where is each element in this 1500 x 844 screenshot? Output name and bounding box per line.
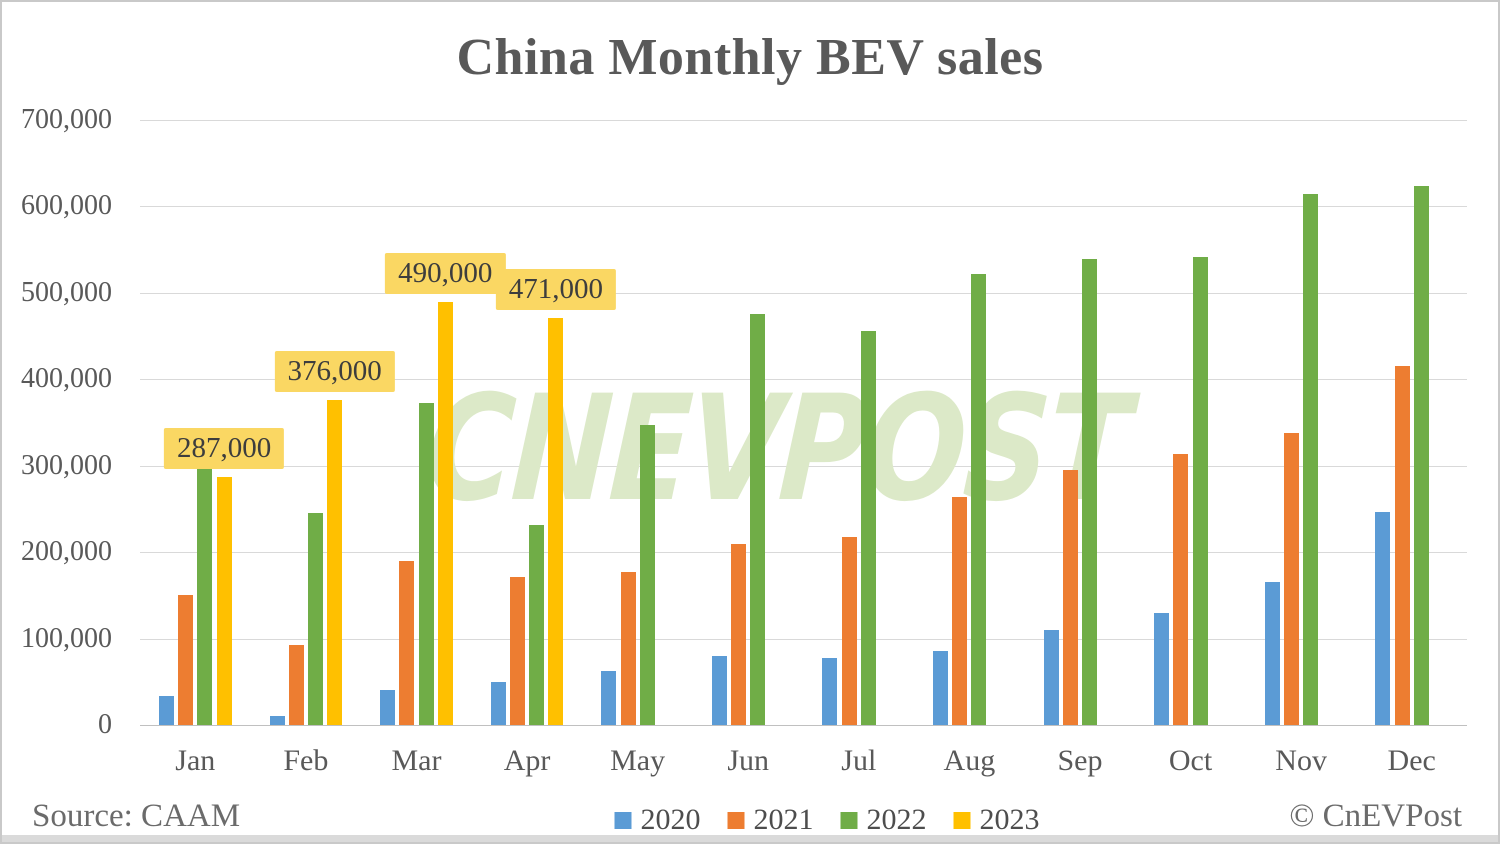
bar-2021-Sep <box>1062 470 1078 725</box>
bottom-strip <box>2 835 1498 842</box>
cnevpost-watermark: CNEVPOST <box>422 364 1132 534</box>
bar-2022-Jan <box>197 465 213 725</box>
bar-2021-Aug <box>952 496 968 725</box>
gridline <box>140 638 1467 640</box>
bar-2020-Jan <box>158 696 174 725</box>
x-axis-month-label: Jul <box>841 744 877 777</box>
bar-2020-May <box>601 671 617 725</box>
bar-2022-Nov <box>1303 194 1319 725</box>
y-axis-tick-label: 500,000 <box>21 276 112 308</box>
y-axis-tick-label: 400,000 <box>21 363 112 395</box>
gridline <box>140 379 1467 381</box>
bar-2023-Feb <box>327 400 343 725</box>
y-axis-tick-label: 0 <box>98 709 112 740</box>
gridline <box>140 465 1467 467</box>
y-axis-tick-label: 200,000 <box>21 536 112 568</box>
bar-2023-Mar <box>437 301 453 725</box>
bar-2020-Nov <box>1264 582 1280 725</box>
bar-2020-Apr <box>490 681 506 725</box>
bar-2023-Apr <box>548 317 564 725</box>
x-axis-month-label: Feb <box>283 744 329 777</box>
bar-2021-Nov <box>1284 432 1300 725</box>
bar-2020-Jun <box>711 655 727 725</box>
x-axis-month-label: Aug <box>943 744 996 777</box>
gridline <box>140 552 1467 554</box>
legend-label-2023: 2023 <box>979 803 1040 836</box>
gridline <box>140 725 1467 726</box>
bar-2022-Jun <box>750 314 766 725</box>
legend-swatch-2021 <box>727 811 745 829</box>
legend-swatch-2023 <box>953 811 971 829</box>
legend-item-2022: 2022 <box>840 803 927 837</box>
bar-2020-Mar <box>380 690 396 725</box>
y-axis-tick-label: 300,000 <box>21 449 112 481</box>
x-axis-month-label: Mar <box>391 744 442 777</box>
bar-2021-Jun <box>731 543 747 725</box>
data-label-Apr: 471,000 <box>495 268 616 310</box>
bar-2023-Jan <box>216 476 232 725</box>
bar-2022-Sep <box>1082 259 1098 725</box>
x-axis-month-label: Jun <box>727 744 770 777</box>
legend-item-2021: 2021 <box>727 803 814 837</box>
data-label-Feb: 376,000 <box>274 351 395 393</box>
bar-2020-Dec <box>1375 511 1391 725</box>
legend-label-2022: 2022 <box>866 803 927 836</box>
x-axis-month-label: May <box>610 744 666 777</box>
bar-2022-Aug <box>971 273 987 725</box>
data-label-Jan: 287,000 <box>163 427 285 469</box>
bar-2022-Dec <box>1413 185 1429 725</box>
bar-2020-Sep <box>1043 629 1059 725</box>
bar-2022-Mar <box>418 402 434 725</box>
copyright-caption: © CnEVPost <box>1289 798 1462 834</box>
bar-2021-May <box>620 572 636 725</box>
legend-label-2020: 2020 <box>640 803 701 836</box>
gridline <box>140 206 1467 208</box>
legend-label-2021: 2021 <box>753 803 814 836</box>
legend-item-2020: 2020 <box>614 803 701 837</box>
bar-2021-Jan <box>178 595 194 725</box>
y-axis-tick-label: 600,000 <box>21 190 112 222</box>
chart-title: China Monthly BEV sales <box>456 29 1044 86</box>
legend-swatch-2020 <box>614 811 632 829</box>
bar-2020-Aug <box>933 650 949 725</box>
bar-2022-Jul <box>860 330 876 725</box>
gridline <box>140 120 1467 121</box>
bar-2020-Oct <box>1154 612 1170 725</box>
x-axis-month-label: Nov <box>1275 744 1327 777</box>
x-axis-month-label: Oct <box>1168 744 1213 777</box>
x-axis-month-label: Jan <box>175 744 216 777</box>
bar-2021-Apr <box>509 577 525 725</box>
bar-2022-May <box>639 425 655 725</box>
x-axis-month-label: Dec <box>1387 744 1436 777</box>
bar-2021-Dec <box>1394 366 1410 725</box>
x-axis-month-label: Sep <box>1057 744 1103 777</box>
legend-item-2023: 2023 <box>953 803 1040 837</box>
bar-2020-Jul <box>822 658 838 725</box>
y-axis-tick-label: 700,000 <box>21 104 112 135</box>
bar-2021-Jul <box>841 536 857 725</box>
y-axis-tick-label: 100,000 <box>21 622 112 654</box>
x-axis-month-label: Apr <box>503 744 551 777</box>
bar-2020-Feb <box>269 716 285 725</box>
bar-2022-Oct <box>1192 257 1208 725</box>
bar-2021-Feb <box>288 645 304 725</box>
bar-2021-Mar <box>399 560 415 725</box>
legend-swatch-2022 <box>840 811 858 829</box>
bar-2022-Apr <box>529 525 545 725</box>
gridline <box>140 292 1467 294</box>
legend: 2020 2021 2022 2023 <box>614 803 1040 837</box>
bar-2021-Oct <box>1173 453 1189 725</box>
data-label-Mar: 490,000 <box>385 252 506 294</box>
source-caption: Source: CAAM <box>32 798 241 834</box>
bar-2022-Feb <box>307 513 323 725</box>
